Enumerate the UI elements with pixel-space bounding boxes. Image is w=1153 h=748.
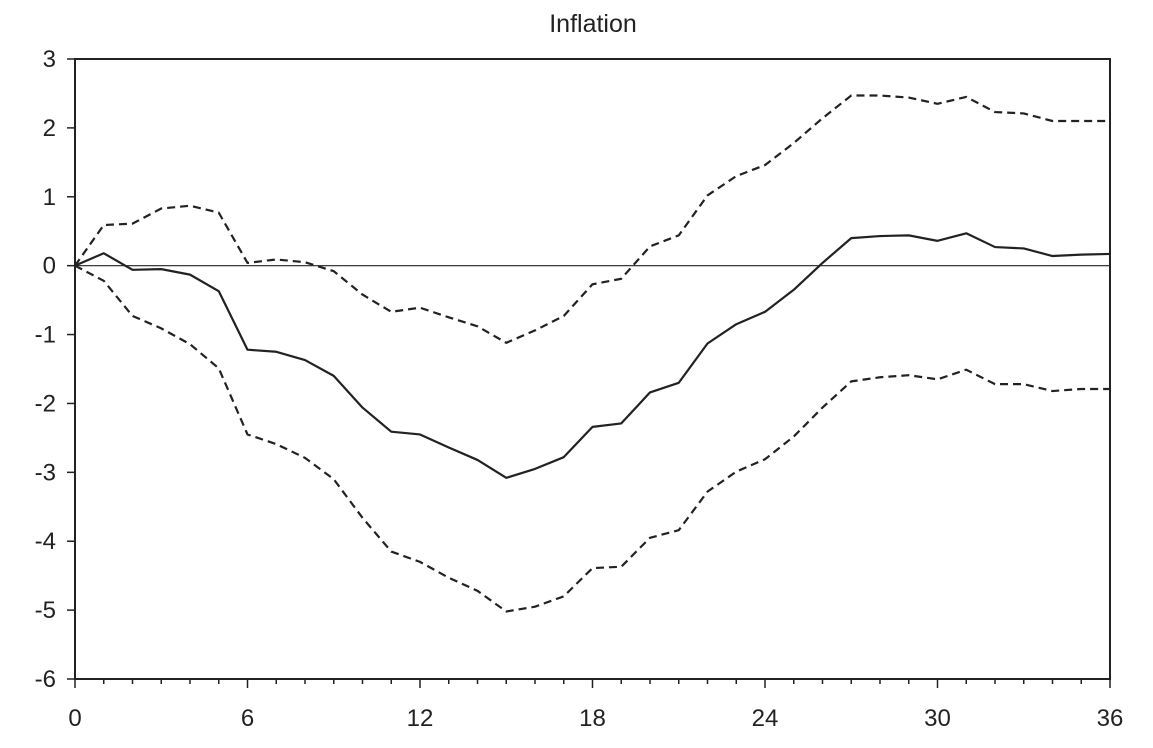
chart-title: Inflation [549,10,637,38]
x-tick-label: 6 [241,705,254,732]
y-tick-label: -1 [35,322,56,349]
y-tick-label: 3 [43,46,56,73]
y-tick-label: 1 [43,184,56,211]
y-tick-label: -6 [35,666,56,693]
x-tick-label: 18 [579,705,606,732]
lower-band-line [74,264,1110,613]
x-tick-label: 12 [407,705,434,732]
plot-frame [74,58,1111,680]
y-tick-label: -5 [35,597,56,624]
x-tick-label: 36 [1097,705,1124,732]
x-tick-label: 0 [68,705,81,732]
x-tick-label: 24 [752,705,779,732]
y-tick-label: -3 [35,459,56,486]
y-tick-label: 0 [43,253,56,280]
y-tick-label: -2 [35,390,56,417]
plot-area: 3 2 1 0 -1 -2 -3 -4 -5 -6 0 6 12 18 24 30 36 [35,46,1124,732]
x-tick-label: 30 [924,705,951,732]
y-tick-label: -4 [35,528,56,555]
impulse-response-line [74,232,1111,479]
upper-band-line [74,94,1110,344]
y-tick-label: 2 [43,115,56,142]
